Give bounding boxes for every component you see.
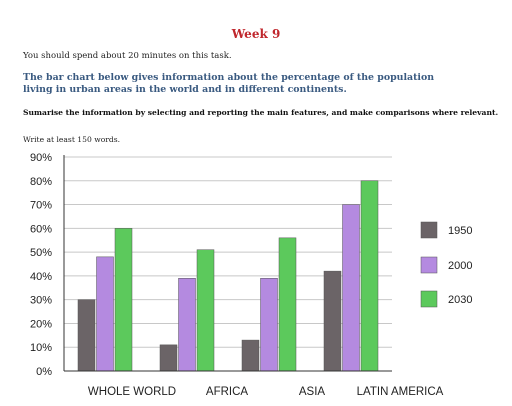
y-tick-label: 80% (30, 176, 52, 188)
bar-2030-latin-america (360, 180, 379, 372)
bar-2000-latin-america (342, 204, 360, 372)
bar-2000-whole-world (96, 256, 114, 372)
x-category-label: AFRICA (206, 386, 249, 398)
word-count-instruction: Write at least 150 words. (23, 135, 121, 144)
bar-2000-africa (178, 278, 196, 372)
week-title: Week 9 (231, 27, 281, 41)
y-tick-label: 60% (30, 223, 52, 235)
task-summarise: Sumarise the information by selecting an… (23, 108, 499, 117)
bars (77, 180, 379, 372)
y-tick-label: 40% (30, 271, 52, 283)
x-category-label: WHOLE WORLD (88, 386, 176, 398)
x-category-label: ASIA (299, 386, 326, 398)
legend-label-2030: 2030 (448, 294, 472, 306)
axes (63, 155, 392, 372)
bar-1950-africa (159, 344, 178, 372)
bar-2030-asia (278, 237, 297, 372)
bar-2030-africa (196, 249, 215, 372)
bar-1950-asia (241, 339, 260, 372)
y-tick-label: 10% (30, 342, 52, 354)
x-axis-labels: WHOLE WORLD AFRICA ASIA LATIN AMERICA (88, 386, 444, 398)
bar-2030-whole-world (114, 228, 133, 372)
y-tick-label: 20% (30, 318, 52, 330)
task-description: The bar chart below gives information ab… (23, 72, 435, 95)
y-tick-label: 0% (36, 366, 52, 378)
bar-2000-asia (260, 278, 278, 372)
y-tick-label: 50% (30, 247, 52, 259)
y-tick-label: 90% (30, 152, 52, 164)
legend-swatch-2030 (420, 290, 438, 308)
y-tick-label: 70% (30, 200, 52, 212)
y-tick-label: 30% (30, 295, 52, 307)
legend-label-1950: 1950 (448, 225, 472, 237)
x-category-label: LATIN AMERICA (357, 386, 444, 398)
bar-1950-latin-america (323, 270, 342, 372)
legend-swatch-2000 (420, 256, 438, 274)
bar-1950-whole-world (77, 299, 96, 372)
legend-label-2000: 2000 (448, 260, 472, 272)
y-axis-ticks: 0% 10% 20% 30% 40% 50% 60% 70% 80% 90% (30, 152, 52, 378)
task-instruction: You should spend about 20 minutes on thi… (23, 51, 232, 61)
legend: 1950 2000 2030 (420, 221, 472, 308)
legend-swatch-1950 (420, 221, 438, 239)
